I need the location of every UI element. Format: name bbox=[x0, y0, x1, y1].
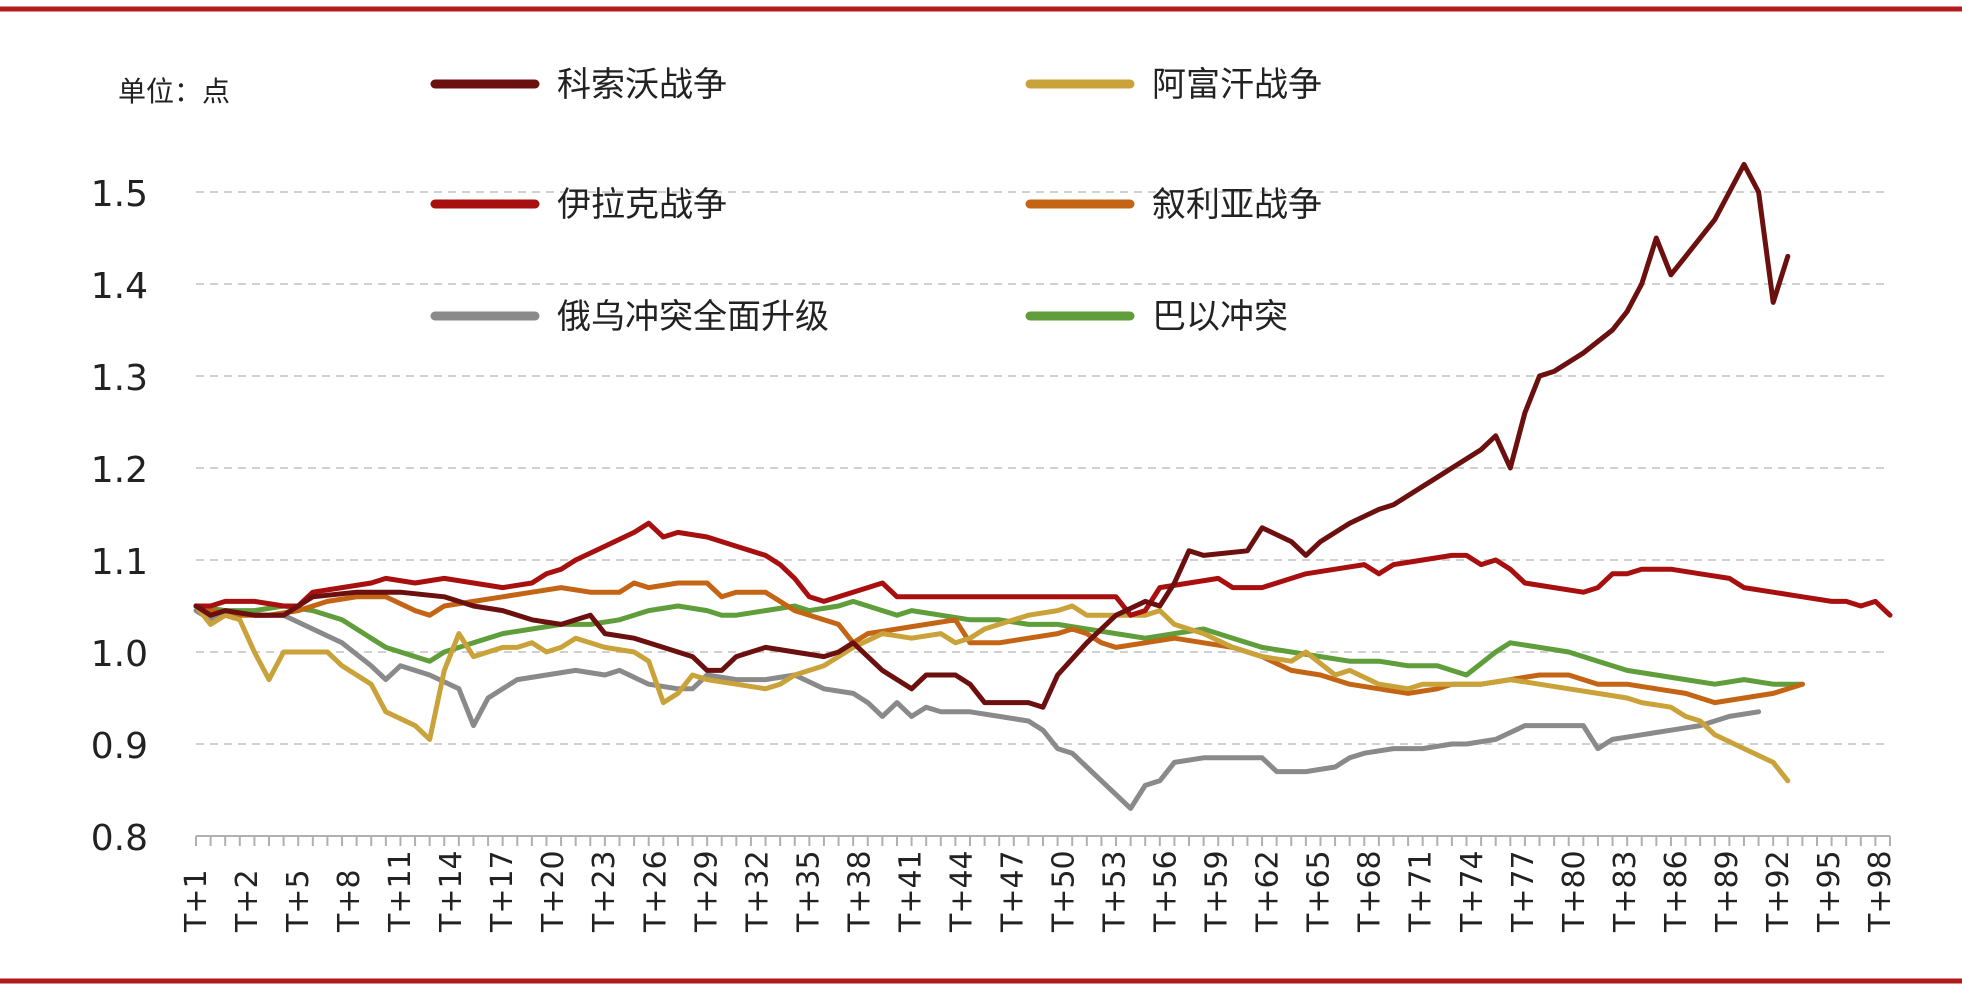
x-tick-label: T+32 bbox=[740, 850, 775, 933]
x-tick-label: T+26 bbox=[638, 850, 673, 933]
x-tick-label: T+53 bbox=[1098, 850, 1133, 933]
x-tick-label: T+23 bbox=[587, 850, 622, 933]
x-tick-label: T+68 bbox=[1353, 850, 1388, 933]
y-tick-label: 1.1 bbox=[91, 542, 148, 583]
series-lines bbox=[193, 161, 1893, 811]
x-tick-label: T+89 bbox=[1710, 850, 1745, 933]
x-tick-label: T+17 bbox=[485, 850, 520, 933]
x-tick-label: T+5 bbox=[281, 869, 316, 933]
x-axis: T+1 T+2 T+5 T+8 T+11 T+14 T+17 T+20 T+23 T+26 T+29… bbox=[179, 835, 1898, 933]
grid-lines bbox=[196, 191, 1890, 745]
series-line bbox=[193, 161, 1791, 710]
unit-label: 单位：点 bbox=[118, 75, 231, 108]
x-tick-label: T+44 bbox=[944, 850, 979, 933]
x-tick-label: T+77 bbox=[1506, 850, 1541, 933]
y-tick-label: 1.5 bbox=[91, 174, 148, 215]
x-tick-label: T+35 bbox=[791, 850, 826, 933]
x-tick-label: T+41 bbox=[893, 850, 928, 933]
series-line bbox=[193, 603, 1791, 784]
x-tick-label: T+1 bbox=[179, 869, 214, 933]
x-tick-label: T+47 bbox=[995, 850, 1030, 933]
x-tick-label: T+20 bbox=[536, 850, 571, 933]
x-tick-label: T+86 bbox=[1659, 850, 1694, 933]
x-tick-label: T+95 bbox=[1812, 850, 1847, 933]
y-tick-label: 0.9 bbox=[91, 726, 148, 767]
x-tick-label: T+98 bbox=[1863, 850, 1898, 933]
legend-label: 伊拉克战争 bbox=[557, 185, 727, 225]
series-line bbox=[193, 608, 1762, 811]
x-tick-label: T+50 bbox=[1047, 850, 1082, 933]
x-tick-label: T+8 bbox=[332, 869, 367, 933]
legend-label: 巴以冲突 bbox=[1152, 297, 1288, 337]
legend-label: 俄乌冲突全面升级 bbox=[557, 297, 829, 337]
series-line bbox=[193, 520, 1893, 618]
y-tick-label: 1.3 bbox=[91, 358, 148, 399]
series-line bbox=[193, 598, 1805, 687]
x-tick-label: T+11 bbox=[383, 850, 418, 933]
x-tick-label: T+2 bbox=[230, 869, 265, 933]
x-tick-label: T+59 bbox=[1200, 850, 1235, 933]
x-tick-label: T+83 bbox=[1608, 850, 1643, 933]
x-tick-label: T+29 bbox=[689, 850, 724, 933]
legend-label: 阿富汗战争 bbox=[1152, 65, 1322, 105]
x-tick-label: T+71 bbox=[1404, 850, 1439, 933]
series-line bbox=[193, 580, 1805, 706]
y-tick-label: 1.0 bbox=[91, 634, 148, 675]
y-tick-label: 0.8 bbox=[91, 818, 148, 859]
x-tick-label: T+80 bbox=[1557, 850, 1592, 933]
x-tick-label: T+62 bbox=[1251, 850, 1286, 933]
x-tick-label: T+56 bbox=[1149, 850, 1184, 933]
legend-label: 叙利亚战争 bbox=[1152, 185, 1322, 225]
y-tick-label: 1.2 bbox=[91, 450, 148, 491]
legend-label: 科索沃战争 bbox=[557, 65, 727, 105]
x-tick-label: T+38 bbox=[842, 850, 877, 933]
x-tick-label: T+14 bbox=[434, 850, 469, 933]
x-tick-label: T+74 bbox=[1455, 850, 1490, 933]
y-tick-label: 1.4 bbox=[91, 266, 148, 307]
y-axis: 0.8 0.9 1.0 1.1 1.2 1.3 1.4 1.5 bbox=[91, 174, 148, 859]
x-tick-label: T+65 bbox=[1302, 850, 1337, 933]
x-tick-label: T+92 bbox=[1761, 850, 1796, 933]
